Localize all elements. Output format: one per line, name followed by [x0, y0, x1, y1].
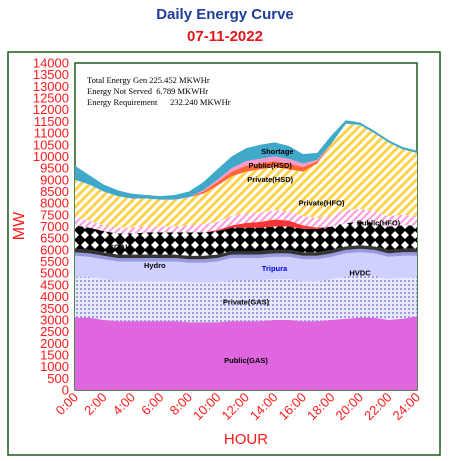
y-tick-label: 14000	[33, 56, 69, 71]
area-private-gas	[75, 275, 417, 323]
label-hydro: Hydro	[144, 261, 166, 270]
energy-stats: Total Energy Gen 225.452 MKWHr Energy No…	[87, 75, 231, 107]
y-tick-label: 1000	[40, 359, 69, 374]
y-tick-label: 2500	[40, 324, 69, 339]
y-tick-label: 8000	[40, 196, 69, 211]
x-tick-label: 6:00	[138, 390, 167, 419]
y-tick-label: 10000	[33, 149, 69, 164]
label-tripura: Tripura	[262, 264, 288, 273]
y-tick-label: 12000	[33, 102, 69, 117]
stat-energy-requirement: Energy Requirement 232.240 MKWHr	[87, 97, 231, 107]
y-tick-label: 500	[47, 371, 69, 386]
y-tick-label: 1500	[40, 347, 69, 362]
y-axis-label: MW	[11, 211, 28, 240]
y-axis-ticks: 0500100015002000250030003500400045005000…	[33, 56, 69, 398]
area-private-hfo	[75, 123, 417, 228]
area-private-hsd-low	[75, 219, 417, 234]
label-public-hsd: Public(HSD)	[249, 161, 293, 170]
y-tick-label: 4000	[40, 289, 69, 304]
y-tick-label: 9000	[40, 172, 69, 187]
x-tick-label: 0:00	[53, 390, 82, 419]
label-coal: COAL	[109, 242, 131, 251]
y-tick-label: 13500	[33, 67, 69, 82]
y-tick-label: 3500	[40, 301, 69, 316]
chart-frame	[7, 51, 441, 456]
y-tick-label: 11000	[34, 126, 69, 141]
stat-total-gen: Total Energy Gen 225.452 MKWHr	[87, 75, 210, 85]
y-tick-label: 5000	[40, 266, 69, 281]
area-public-hsd	[75, 123, 417, 200]
y-tick-label: 10500	[33, 137, 69, 152]
area-hydro	[75, 245, 417, 260]
x-axis-label: HOUR	[224, 431, 268, 448]
chart-date: 07-11-2022	[187, 28, 263, 45]
x-tick-label: 12:00	[219, 390, 253, 424]
x-tick-label: 4:00	[110, 390, 139, 419]
area-public-gas	[75, 316, 417, 390]
x-tick-label: 18:00	[304, 390, 338, 424]
area-coal	[75, 221, 417, 256]
x-tick-label: 14:00	[247, 390, 281, 424]
area-tripura	[75, 248, 417, 263]
y-tick-label: 0	[62, 383, 69, 398]
y-tick-label: 8500	[40, 184, 69, 199]
label-public-hfo: Public(HFO)	[357, 218, 401, 227]
x-tick-label: 22:00	[361, 390, 395, 424]
label-private-hfo: Private(HFO)	[299, 198, 345, 207]
y-tick-label: 2000	[40, 336, 69, 351]
y-tick-label: 12500	[33, 91, 69, 106]
area-hvdc	[75, 252, 417, 283]
y-tick-label: 13000	[33, 79, 69, 94]
x-tick-label: 10:00	[190, 390, 224, 424]
chart-title: Daily Energy Curve	[156, 6, 294, 23]
y-tick-label: 11500	[34, 114, 69, 129]
y-tick-label: 6500	[40, 231, 69, 246]
series-labels: Shortage Public(HSD) Private(HSD) Private(H…	[109, 147, 401, 365]
label-private-gas: Private(GAS)	[223, 298, 270, 307]
label-public-gas: Public(GAS)	[224, 356, 268, 365]
x-tick-label: 2:00	[81, 390, 110, 419]
y-tick-label: 5500	[40, 254, 69, 269]
area-public-hfo	[75, 208, 417, 234]
x-tick-label: 16:00	[276, 390, 310, 424]
label-hvdc: HVDC	[349, 269, 371, 278]
x-axis-ticks: 0:00 2:00 4:00 6:00 8:0010:0012:0014:0016:00…	[53, 390, 424, 424]
x-tick-label: 24:00	[390, 390, 424, 424]
label-shortage: Shortage	[261, 147, 294, 156]
y-tick-label: 3000	[40, 312, 69, 327]
y-tick-label: 7000	[40, 219, 69, 234]
stat-energy-not-served: Energy Not Served 6.789 MKWHr	[87, 86, 208, 96]
x-tick-label: 20:00	[333, 390, 367, 424]
y-tick-label: 7500	[40, 207, 69, 222]
y-tick-label: 4500	[40, 277, 69, 292]
label-private-hsd: Private(HSD)	[247, 175, 293, 184]
area-shortage	[75, 120, 417, 200]
series-areas	[75, 120, 417, 390]
y-tick-label: 9500	[40, 161, 69, 176]
y-tick-label: 6000	[40, 242, 69, 257]
